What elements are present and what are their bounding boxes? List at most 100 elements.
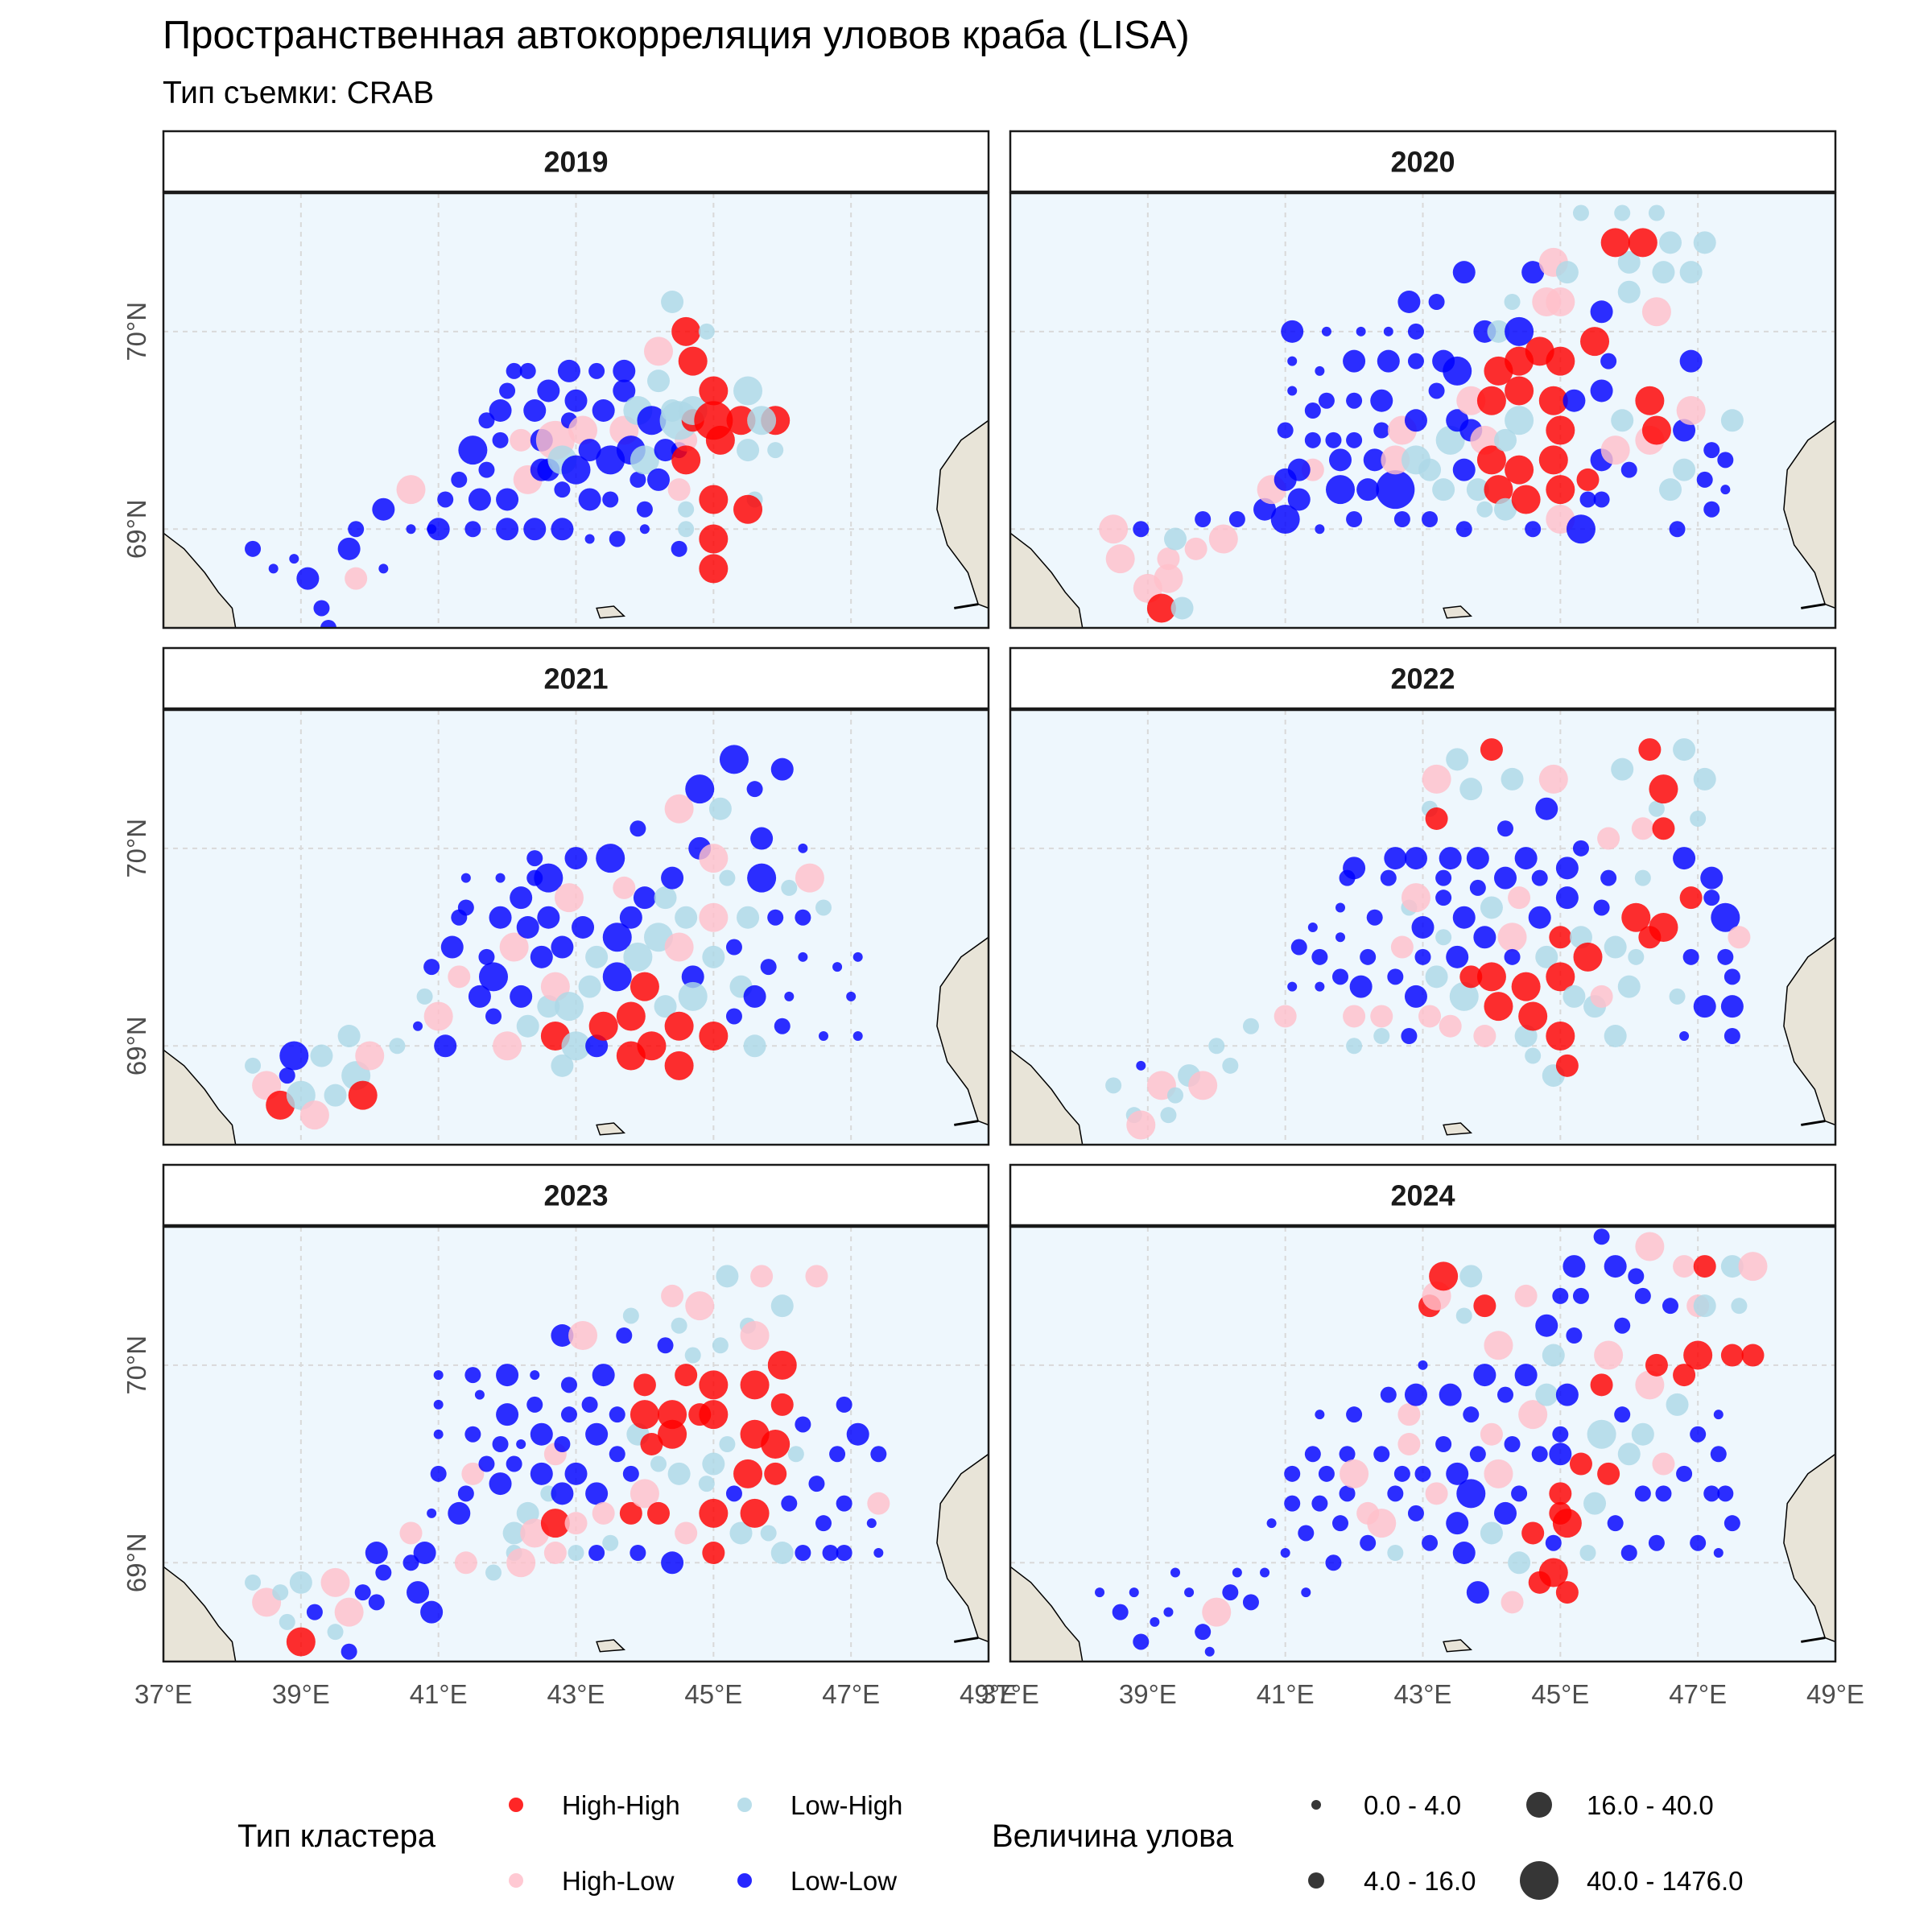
point-low-high (1501, 767, 1524, 791)
point-low-low (1555, 886, 1579, 910)
point-high-high (1628, 228, 1657, 258)
point-high-high (1645, 1353, 1668, 1377)
west-coast-land (163, 1566, 237, 1662)
point-low-low (719, 745, 749, 774)
point-low-low (1315, 365, 1325, 376)
point-low-low (1572, 840, 1589, 857)
panel-2023: 2023 69°N 70°N 37°E 39°E 41°E 43°E 45°E 47°E 49°E (122, 1163, 1018, 1709)
point-low-low (725, 1485, 742, 1502)
point-low-low (1428, 294, 1445, 310)
point-high-low (345, 567, 368, 590)
point-low-low (630, 471, 646, 488)
island-land (1443, 605, 1473, 619)
point-low-low (372, 497, 395, 521)
point-low-high (1435, 929, 1452, 946)
x-tick-label: 43°E (1394, 1679, 1452, 1709)
point-low-high (1617, 250, 1641, 274)
point-high-high (647, 1501, 670, 1525)
panel-2020: 2020 (1009, 130, 1837, 630)
point-low-low (1713, 1410, 1724, 1420)
point-high-low (1105, 544, 1135, 574)
point-low-high (1170, 597, 1194, 620)
point-low-low (1422, 511, 1439, 527)
point-high-high (1546, 415, 1575, 445)
point-low-low (852, 952, 863, 962)
point-low-low (485, 1008, 502, 1025)
point-high-low (1676, 396, 1706, 425)
point-low-low (1407, 323, 1424, 340)
point-low-low (1679, 1031, 1690, 1041)
point-low-low (1572, 1287, 1589, 1304)
point-low-low (492, 1436, 509, 1452)
point-low-low (279, 1041, 309, 1071)
point-low-low (1494, 1501, 1517, 1525)
point-low-high (1105, 1077, 1122, 1094)
y-tick-label: 70°N (122, 1335, 151, 1395)
point-low-low (1363, 448, 1386, 472)
x-tick-label: 47°E (822, 1679, 880, 1709)
point-low-low (458, 436, 488, 465)
point-low-high (1617, 975, 1641, 998)
point-low-high (671, 1317, 687, 1334)
point-low-low (537, 906, 560, 929)
point-low-low (1717, 1485, 1734, 1502)
point-low-high (1614, 204, 1631, 221)
point-low-low (581, 1396, 598, 1413)
point-high-low (1157, 547, 1180, 571)
point-low-low (478, 948, 495, 965)
point-low-low (1414, 1465, 1431, 1482)
point-low-high (716, 1265, 739, 1288)
point-low-high (1572, 204, 1589, 221)
point-low-low (1514, 1364, 1538, 1387)
point-low-low (639, 524, 650, 535)
point-low-high (678, 521, 695, 538)
point-high-high (1576, 468, 1600, 491)
point-low-low (1311, 948, 1328, 965)
point-low-low (1497, 1386, 1513, 1403)
east-coast-land (1783, 936, 1835, 1126)
point-high-high (699, 485, 729, 514)
point-low-low (852, 1031, 863, 1041)
point-high-low (1480, 1422, 1503, 1446)
point-low-low (1377, 349, 1400, 373)
point-low-low (1260, 1567, 1270, 1578)
point-low-low (1222, 1584, 1239, 1601)
point-low-low (613, 379, 636, 402)
point-low-high (743, 1034, 766, 1058)
point-low-high (675, 906, 698, 929)
point-low-high (1387, 1545, 1404, 1561)
point-low-low (1600, 353, 1617, 369)
point-low-low (489, 399, 512, 422)
point-low-low (1590, 300, 1613, 324)
x-tick-label: 49°E (1806, 1679, 1864, 1709)
point-high-high (699, 1498, 729, 1528)
point-low-high (733, 376, 763, 406)
point-low-low (1298, 1525, 1315, 1542)
facet-strip (162, 130, 990, 193)
point-high-low (1418, 1005, 1442, 1028)
point-high-low (1439, 1014, 1462, 1038)
point-high-high (1569, 1452, 1592, 1476)
point-low-low (1604, 1255, 1627, 1278)
point-high-low (664, 794, 694, 824)
point-low-low (596, 844, 625, 873)
point-low-low (1676, 1465, 1693, 1482)
point-low-low (572, 916, 595, 939)
point-low-high (1731, 1298, 1748, 1315)
point-low-low (1703, 442, 1720, 459)
point-low-low (1404, 985, 1427, 1008)
point-high-low (1397, 1403, 1421, 1426)
point-low-low (420, 1600, 444, 1624)
point-low-low (1552, 1287, 1569, 1304)
point-low-low (1634, 1287, 1651, 1304)
point-low-high (279, 1613, 295, 1630)
point-high-low (867, 1492, 890, 1515)
panel-2022: 2022 (1009, 646, 1837, 1146)
point-high-high (1518, 1001, 1548, 1031)
facet-strip (162, 1163, 990, 1227)
point-low-high (1494, 428, 1517, 452)
point-low-high (1693, 1294, 1716, 1318)
point-low-low (784, 991, 795, 1001)
point-low-low (795, 909, 811, 926)
point-low-low (341, 1643, 357, 1660)
